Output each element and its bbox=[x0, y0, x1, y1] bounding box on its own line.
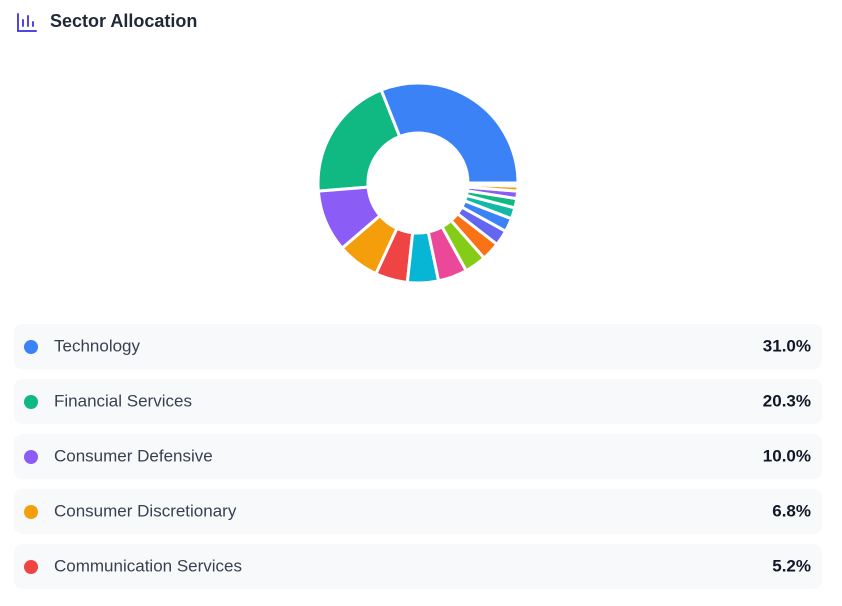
title: Sector Allocation bbox=[50, 11, 197, 31]
donut-slice bbox=[316, 88, 402, 193]
legend-row bbox=[14, 324, 822, 369]
legend-row bbox=[14, 489, 822, 534]
legend-value: 5.2% bbox=[772, 556, 811, 575]
legend-name: Communication Services bbox=[54, 556, 242, 575]
legend-name: Consumer Defensive bbox=[54, 446, 213, 465]
legend-name: Financial Services bbox=[54, 391, 192, 410]
legend-value: 31.0% bbox=[763, 336, 811, 355]
legend-value: 6.8% bbox=[772, 501, 811, 520]
legend-row bbox=[14, 544, 822, 589]
legend-dot bbox=[24, 395, 38, 409]
legend-value: 10.0% bbox=[763, 446, 811, 465]
donut-slice bbox=[379, 81, 520, 185]
legend-row bbox=[14, 434, 822, 479]
legend-name: Consumer Discretionary bbox=[54, 501, 237, 520]
legend-dot bbox=[24, 450, 38, 464]
legend-dot bbox=[24, 505, 38, 519]
legend-dot bbox=[24, 340, 38, 354]
legend-value: 20.3% bbox=[763, 391, 811, 410]
legend-name: Technology bbox=[54, 336, 141, 355]
donut-slice bbox=[466, 181, 520, 188]
chart-icon bbox=[17, 13, 37, 32]
legend-dot bbox=[24, 560, 38, 574]
legend-row bbox=[14, 379, 822, 424]
